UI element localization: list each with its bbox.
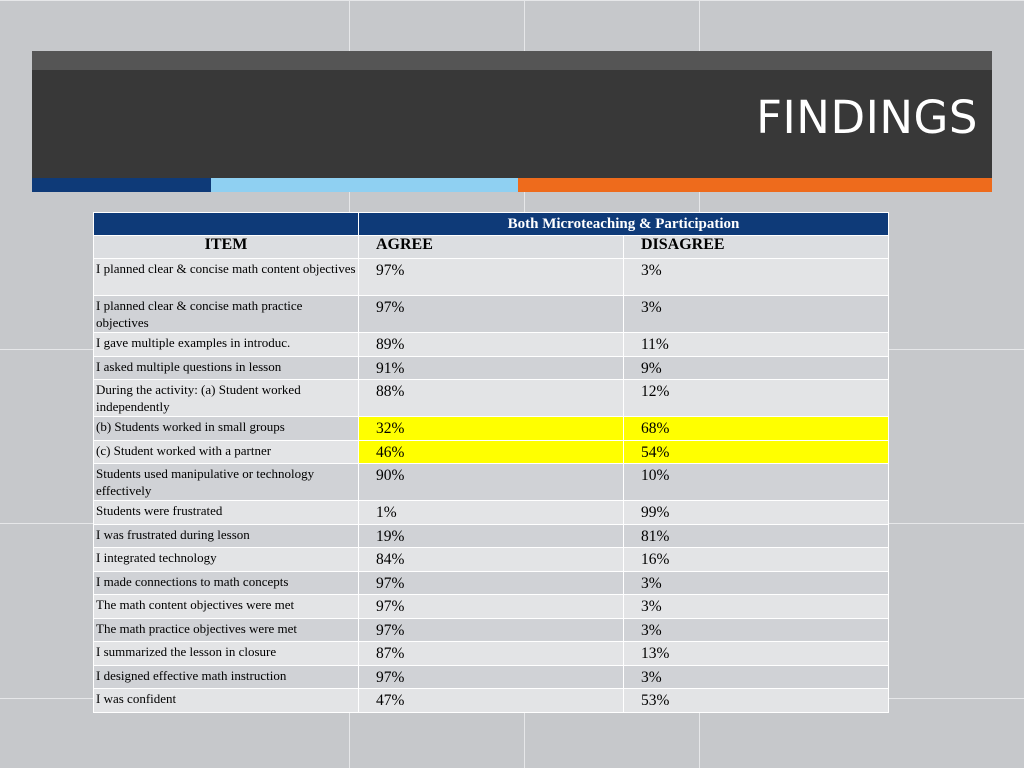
disagree-cell: 3% [623, 258, 889, 296]
agree-cell: 1% [358, 500, 624, 525]
table-row: I summarized the lesson in closure 87% 13% [93, 641, 889, 666]
table-row: (c) Student worked with a partner 46% 54% [93, 439, 889, 464]
agree-cell: 84% [358, 547, 624, 572]
table-row: The math content objectives were met 97% 3… [93, 594, 889, 619]
item-cell: Students were frustrated [93, 500, 359, 525]
disagree-cell: 16% [623, 547, 889, 572]
table-row: I asked multiple questions in lesson 91% 9… [93, 355, 889, 380]
table-row: I designed effective math instruction 97%… [93, 664, 889, 689]
table-row: I was confident 47% 53% [93, 688, 889, 713]
table-row: I planned clear & concise math content o… [93, 258, 889, 296]
agree-cell: 97% [358, 664, 624, 689]
column-header-row: ITEM AGREE DISAGREE [93, 235, 889, 259]
agree-cell: 87% [358, 641, 624, 666]
disagree-cell: 10% [623, 463, 889, 501]
item-cell: (b) Students worked in small groups [93, 416, 359, 441]
table-row: I integrated technology 84% 16% [93, 547, 889, 572]
findings-table: Both Microteaching & Participation ITEM … [93, 212, 889, 713]
item-cell: I asked multiple questions in lesson [93, 355, 359, 380]
disagree-cell: 13% [623, 641, 889, 666]
agree-cell: 97% [358, 570, 624, 595]
disagree-cell: 99% [623, 500, 889, 525]
item-cell: During the activity: (a) Student worked … [93, 379, 359, 417]
disagree-cell: 9% [623, 355, 889, 380]
item-cell: I was frustrated during lesson [93, 523, 359, 548]
item-cell: I gave multiple examples in introduc. [93, 332, 359, 357]
item-cell: Students used manipulative or technology… [93, 463, 359, 501]
disagree-cell: 53% [623, 688, 889, 713]
accent-bar-navy [32, 178, 211, 192]
disagree-cell: 11% [623, 332, 889, 357]
group-header-spacer [93, 212, 359, 236]
table-row: During the activity: (a) Student worked … [93, 379, 889, 417]
disagree-cell: 68% [623, 416, 889, 441]
item-cell: I planned clear & concise math content o… [93, 258, 359, 296]
title-banner: FINDINGS [32, 51, 992, 178]
table-row: I gave multiple examples in introduc. 89%… [93, 332, 889, 357]
item-cell: The math content objectives were met [93, 594, 359, 619]
table-row: I planned clear & concise math practice … [93, 295, 889, 333]
table-row: I made connections to math concepts 97% 3% [93, 570, 889, 595]
table-row: I was frustrated during lesson 19% 81% [93, 523, 889, 548]
table-row: Students used manipulative or technology… [93, 463, 889, 501]
item-cell: I made connections to math concepts [93, 570, 359, 595]
agree-cell: 97% [358, 617, 624, 642]
group-header: Both Microteaching & Participation [358, 212, 889, 236]
group-header-row: Both Microteaching & Participation [93, 212, 889, 236]
item-cell: The math practice objectives were met [93, 617, 359, 642]
item-cell: I integrated technology [93, 547, 359, 572]
accent-bar-light-blue [211, 178, 518, 192]
column-header-disagree: DISAGREE [623, 235, 889, 259]
agree-cell: 89% [358, 332, 624, 357]
item-cell: (c) Student worked with a partner [93, 439, 359, 464]
agree-cell: 97% [358, 295, 624, 333]
agree-cell: 91% [358, 355, 624, 380]
accent-bar-orange [518, 178, 992, 192]
agree-cell: 19% [358, 523, 624, 548]
title-banner-top-strip [32, 51, 992, 70]
item-cell: I summarized the lesson in closure [93, 641, 359, 666]
disagree-cell: 81% [623, 523, 889, 548]
agree-cell: 97% [358, 594, 624, 619]
disagree-cell: 3% [623, 594, 889, 619]
agree-cell: 88% [358, 379, 624, 417]
item-cell: I planned clear & concise math practice … [93, 295, 359, 333]
table-row: The math practice objectives were met 97%… [93, 617, 889, 642]
slide-title: FINDINGS [756, 91, 978, 144]
disagree-cell: 54% [623, 439, 889, 464]
disagree-cell: 3% [623, 617, 889, 642]
table-row: (b) Students worked in small groups 32% 68… [93, 416, 889, 441]
disagree-cell: 3% [623, 570, 889, 595]
item-cell: I designed effective math instruction [93, 664, 359, 689]
agree-cell: 32% [358, 416, 624, 441]
agree-cell: 47% [358, 688, 624, 713]
column-header-item: ITEM [93, 235, 359, 259]
agree-cell: 90% [358, 463, 624, 501]
disagree-cell: 3% [623, 664, 889, 689]
column-header-agree: AGREE [358, 235, 624, 259]
item-cell: I was confident [93, 688, 359, 713]
table-row: Students were frustrated 1% 99% [93, 500, 889, 525]
agree-cell: 97% [358, 258, 624, 296]
disagree-cell: 3% [623, 295, 889, 333]
agree-cell: 46% [358, 439, 624, 464]
disagree-cell: 12% [623, 379, 889, 417]
grid-line [0, 0, 1024, 1]
